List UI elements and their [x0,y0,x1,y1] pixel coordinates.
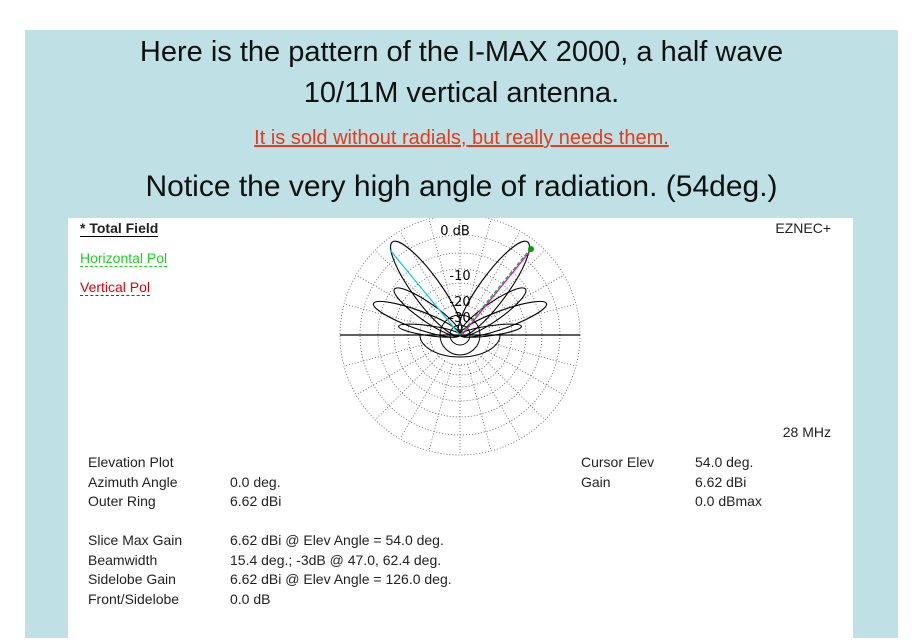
legend-item: Horizontal Pol [80,250,168,267]
cursor-line [459,247,532,336]
readout-text: 6.62 dBi @ Elev Angle = 54.0 deg. [230,532,444,548]
title: Here is the pattern of the I-MAX 2000, a… [139,36,784,68]
readout-text: 0.0 dB [230,590,271,607]
grid-spoke [343,342,432,367]
frequency: 28 MHz [782,424,831,440]
cursor-line [461,249,532,336]
readout-text: 15.4 deg.; -3dB @ 47.0, 62.4 deg. [230,551,442,568]
link[interactable]: It is sold without radials, but really n… [254,127,669,149]
legend-item: * Total Field [80,220,159,237]
readout-text: Slice Max Gain [88,532,183,548]
grid-spoke [355,349,435,396]
readout-text: 0.0 dBmax [695,493,762,509]
grid-spoke [480,249,546,315]
lobe [439,314,481,356]
grid-spoke [374,249,440,315]
lobe [419,334,501,358]
legend-item: Vertical Pol [80,279,151,296]
grid-spoke [485,274,565,321]
grid-spoke [428,363,453,452]
ring-label: 0 dB [440,224,470,239]
readout-text: 6.62 dBi @ Elev Angle = 126.0 deg. [230,571,452,587]
notice: Notice the very high angle of radiation.… [145,170,778,203]
readout-text: 6.62 dBi [695,473,747,490]
grid-spoke [474,360,521,440]
cursor-dot [528,246,534,252]
readout-text: Elevation Plot [88,454,174,470]
lobe [449,324,471,346]
readout-text: Front/Sidelobe [88,590,180,607]
grid-spoke [485,349,565,396]
readout-text: 0.0 deg. [230,473,281,490]
grid-spoke [355,274,435,321]
readout-text: Outer Ring [88,493,156,509]
readout-text: 6.62 dBi [230,493,282,509]
readout-text: Sidelobe Gain [88,571,176,587]
ring-label: -30 [449,311,470,326]
grid-spoke [480,355,546,421]
grid-spoke [474,230,521,310]
readout-text: Azimuth Angle [88,473,178,490]
readout-text: Beamwidth [88,551,158,568]
polar-plot: 0 dB -10 -20 -30 [339,214,581,456]
readout-text: Gain [581,473,611,490]
plot-image: 0 dB -10 -20 -30 * Total Field Horizonta… [68,214,853,638]
readout-text: 54.0 deg. [695,454,754,470]
grid-spoke [374,355,440,421]
grid-spoke [467,363,492,452]
title: 10/11M vertical antenna. [303,77,620,109]
grid-spoke [399,360,446,440]
ring-label: -10 [449,269,470,284]
grid-spoke [488,342,577,367]
ring-label: -20 [449,295,470,310]
readout-text: Cursor Elev [581,454,655,470]
cursor-line [389,249,461,336]
brand: EZNEC+ [775,220,831,236]
grid-spoke [467,218,492,307]
